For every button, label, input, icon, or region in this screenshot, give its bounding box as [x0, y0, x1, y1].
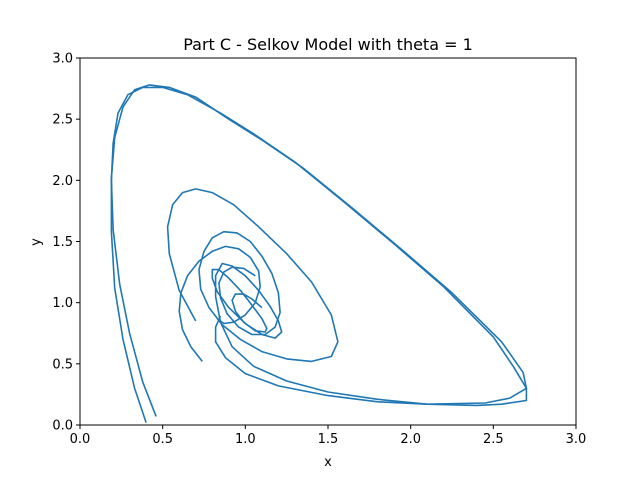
trajectory-curves — [110, 84, 528, 423]
y-tick-label: 0.0 — [52, 419, 73, 434]
x-tick-label: 1.5 — [318, 432, 339, 447]
x-tick-label: 2.0 — [400, 432, 421, 447]
x-tick-label: 1.0 — [235, 432, 256, 447]
x-axis-label: x — [324, 455, 332, 470]
y-tick-label: 1.5 — [52, 235, 73, 250]
y-axis-ticks: 0.0 0.5 1.0 1.5 2.0 2.5 3.0 — [52, 52, 80, 434]
trajectory-1 — [110, 86, 528, 417]
y-tick-label: 2.0 — [52, 174, 73, 189]
y-tick-label: 3.0 — [52, 52, 73, 67]
x-tick-label: 0.0 — [70, 432, 91, 447]
y-tick-label: 2.5 — [52, 113, 73, 128]
plot-frame — [79, 57, 577, 426]
x-tick-label: 3.0 — [566, 432, 587, 447]
y-tick-label: 1.0 — [52, 296, 73, 311]
y-axis-label: y — [29, 238, 44, 246]
chart-title: Part C - Selkov Model with theta = 1 — [183, 35, 473, 54]
trajectory-3 — [166, 188, 339, 363]
trajectory-2 — [110, 84, 528, 423]
trajectory-4 — [178, 245, 262, 362]
x-tick-label: 0.5 — [152, 432, 173, 447]
x-tick-label: 2.5 — [483, 432, 504, 447]
y-tick-label: 0.5 — [52, 357, 73, 372]
x-axis-ticks: 0.0 0.5 1.0 1.5 2.0 2.5 3.0 — [70, 425, 587, 447]
